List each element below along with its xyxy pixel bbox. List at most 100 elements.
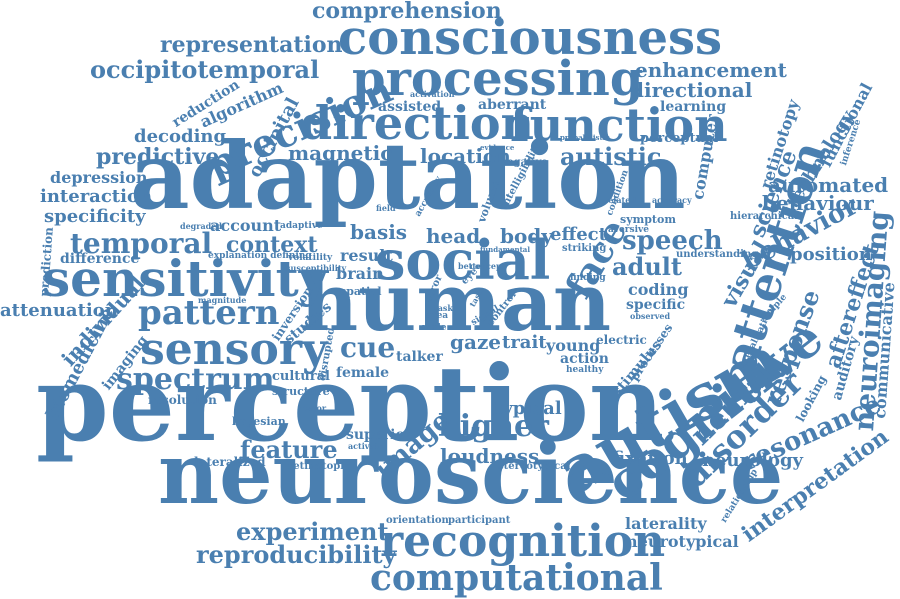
word-perceptual: perceptual — [640, 131, 719, 146]
word-computational: computational — [370, 557, 663, 599]
word-result: result — [340, 246, 393, 265]
word-consciousness: consciousness — [338, 10, 723, 66]
word-finding: striking — [562, 243, 607, 254]
word-reproducibility: reproducibility — [196, 540, 397, 569]
word-context: context — [226, 232, 318, 258]
word-aberrant: aberrant — [478, 97, 547, 113]
word-concept: fundamental — [480, 245, 530, 254]
word-spectrum: spectrum — [116, 362, 275, 397]
word-higher: higher — [438, 409, 549, 444]
word-better: better — [458, 261, 486, 271]
word-loudness: loudness — [440, 444, 540, 468]
word-sensitivity: sensitivity — [42, 249, 328, 308]
word-basis: basis — [350, 220, 408, 244]
word-automated: automated — [768, 173, 889, 197]
word-laterality: laterality — [625, 514, 707, 533]
word-task: task — [434, 303, 453, 313]
word-trait: trait — [502, 332, 547, 353]
word-coding: coding — [628, 280, 689, 299]
word-head: head — [426, 224, 481, 248]
word-temporal: temporal — [70, 227, 213, 260]
word-adult: adult — [612, 252, 682, 281]
word-activation: evidence — [480, 143, 515, 152]
word-sensory: sensory — [140, 324, 328, 375]
word-speech: speech — [622, 226, 723, 256]
word-direction: direction — [300, 96, 534, 150]
word-adaptive: volatility — [288, 253, 333, 263]
word-neurotypical: neurotypical — [626, 532, 739, 551]
word-processing: processing — [352, 51, 644, 107]
word-feature: feature — [240, 435, 338, 464]
word-activate: major — [300, 403, 327, 413]
word-recognition: recognition — [380, 516, 666, 567]
word-participant: participant — [448, 515, 511, 526]
word-magnetic: magnetic — [288, 141, 393, 165]
word-control: field — [376, 203, 396, 213]
word-action: action — [560, 351, 609, 367]
word-function: function — [510, 98, 728, 152]
word-condition: observed — [630, 311, 671, 321]
word-neurology: neurology — [702, 450, 804, 471]
word-typical: typical — [494, 398, 562, 419]
word-position: position — [790, 244, 872, 265]
word-intelligibility: probabilistic — [560, 133, 610, 142]
word-observed: accuracy — [652, 195, 692, 205]
word-probabilistic: activation — [410, 89, 455, 99]
word-human: human — [300, 255, 611, 349]
word-decoding: decoding — [134, 126, 227, 147]
word-lateralized: lateralized — [194, 455, 266, 469]
word-directional: directional — [630, 78, 753, 102]
word-evidence: adaptive — [280, 221, 323, 231]
word-experiment: experiment — [236, 517, 389, 546]
word-healthy: finding — [570, 273, 606, 283]
word-susceptibility: degraded — [180, 221, 222, 231]
word-pattern: pattern — [138, 293, 280, 333]
word-fixation: fixation — [612, 448, 688, 469]
word-electric: healthy — [566, 365, 604, 375]
word-body: body — [500, 224, 553, 248]
word-young: young — [546, 336, 601, 355]
word-learning: learning — [660, 99, 727, 115]
word-resolution: resolution — [148, 393, 217, 407]
word-interaction: interaction — [40, 186, 153, 207]
word-occipitotemporal: occipitotemporal — [90, 55, 320, 84]
word-brain: brain — [336, 264, 384, 283]
word-social: social — [375, 228, 551, 292]
word-retinotopic: retinotopic — [288, 461, 351, 472]
word-perception: perception — [36, 342, 665, 465]
word-autistic: autistic — [560, 142, 662, 171]
word-specific: specific — [626, 297, 686, 313]
word-accuracy: related — [604, 195, 636, 205]
word-gaze: gaze — [450, 330, 502, 354]
word-adaptation: adaptation — [130, 122, 686, 230]
word-signal: male — [422, 323, 447, 333]
word-attenuation: attenuation — [0, 300, 118, 321]
word-neuroscience: neuroscience — [158, 424, 784, 523]
word-structure: structure — [272, 385, 330, 398]
word-behaviour: behaviour — [762, 191, 874, 215]
word-account: account — [210, 216, 282, 235]
word-superior: superior — [346, 427, 413, 443]
word-representation: representation — [160, 32, 343, 58]
word-bayesian: bayesian — [232, 415, 286, 428]
word-cultural: cultural — [272, 369, 330, 384]
word-comprehension: comprehension — [312, 0, 502, 24]
word-cue: cue — [340, 331, 396, 364]
word-stereotypical: stereotypical — [498, 461, 571, 472]
word-simple: electric — [596, 333, 647, 347]
word-depression: depression — [50, 168, 148, 187]
word-inference: understanding — [676, 249, 759, 260]
word-spatial: spatial — [340, 285, 382, 298]
word-enhancement: enhancement — [635, 58, 787, 82]
word-effect: effect — [550, 224, 607, 245]
word-talker: talker — [396, 349, 443, 365]
word-aversive: symptom — [620, 213, 676, 226]
word-specificity: specificity — [44, 206, 146, 227]
word-difference: difference — [60, 251, 140, 267]
word-predictive: predictive — [96, 144, 220, 170]
word-location: location — [420, 144, 511, 168]
word-symptom: negative — [500, 157, 548, 168]
word-assisted: assisted — [378, 99, 442, 115]
word-mechanism: hierarchical — [730, 211, 798, 222]
